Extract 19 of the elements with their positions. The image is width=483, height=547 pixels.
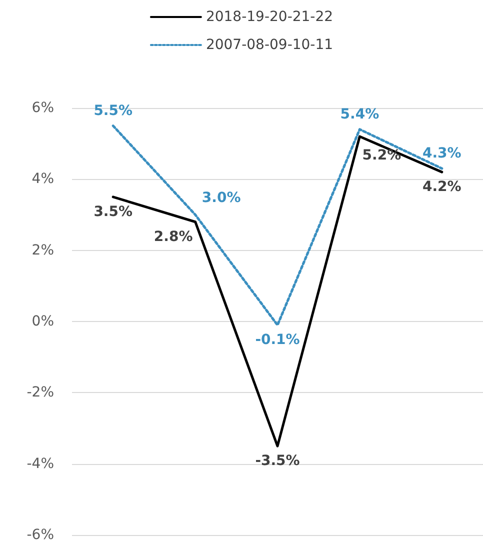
data-label: 2.8% xyxy=(154,228,193,245)
y-tick-label: 0% xyxy=(32,314,54,330)
data-label: 3.0% xyxy=(202,190,241,206)
y-tick-label: -6% xyxy=(26,527,54,543)
y-tick-label: -2% xyxy=(26,384,54,401)
data-label: 4.3% xyxy=(422,145,462,162)
legend-label: 2018-19-20-21-22 xyxy=(206,9,334,25)
data-label: 5.4% xyxy=(340,106,380,122)
legend-label: 2007-08-09-10-11 xyxy=(206,37,334,53)
data-label: 4.2% xyxy=(422,179,462,196)
data-label: 5.2% xyxy=(362,147,402,164)
data-label: 5.5% xyxy=(94,102,133,119)
y-tick-label: 2% xyxy=(32,242,54,258)
y-tick-label: 6% xyxy=(32,100,54,116)
data-label: 3.5% xyxy=(94,204,133,220)
data-label: -0.1% xyxy=(255,332,300,348)
y-tick-label: 4% xyxy=(32,171,54,188)
data-label: -3.5% xyxy=(255,453,300,470)
y-tick-label: -4% xyxy=(26,456,54,472)
